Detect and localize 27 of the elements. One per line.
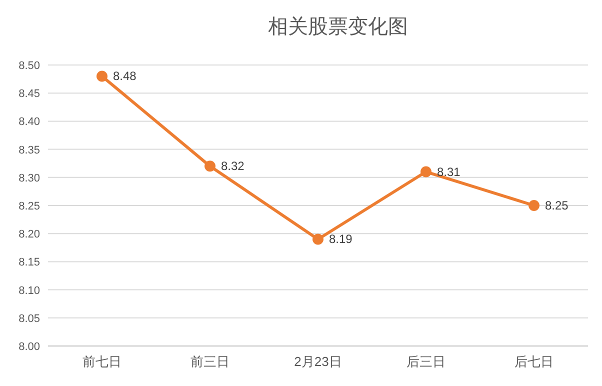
y-tick-label: 8.40	[18, 116, 40, 128]
x-tick-label: 前七日	[82, 354, 122, 369]
y-tick-label: 8.30	[18, 172, 40, 184]
y-tick-label: 8.00	[18, 341, 40, 353]
chart-title: 相关股票变化图	[268, 16, 408, 38]
point	[420, 166, 432, 178]
point	[312, 234, 324, 245]
data-label: 8.31	[437, 164, 461, 179]
y-tick-label: 8.35	[18, 144, 40, 156]
y-tick-label: 8.45	[18, 88, 40, 100]
y-tick-label: 8.10	[18, 284, 40, 297]
x-tick-label: 后七日	[514, 354, 554, 369]
data-label: 8.19	[329, 232, 353, 246]
y-tick-label: 8.05	[18, 312, 40, 325]
y-tick-label: 8.25	[18, 200, 40, 212]
point	[96, 70, 108, 82]
point	[528, 200, 540, 211]
data-label: 8.25	[545, 198, 569, 212]
data-label: 8.32	[221, 159, 245, 174]
y-tick-label: 8.15	[18, 256, 40, 269]
y-tick-label: 8.50	[18, 60, 40, 72]
x-tick-label: 前三日	[190, 354, 230, 369]
y-tick-label: 8.20	[18, 228, 40, 241]
x-tick-label: 后三日	[406, 354, 446, 369]
x-tick-label: 2月23日	[294, 354, 342, 369]
data-label: 8.48	[113, 69, 137, 84]
point	[204, 160, 216, 172]
